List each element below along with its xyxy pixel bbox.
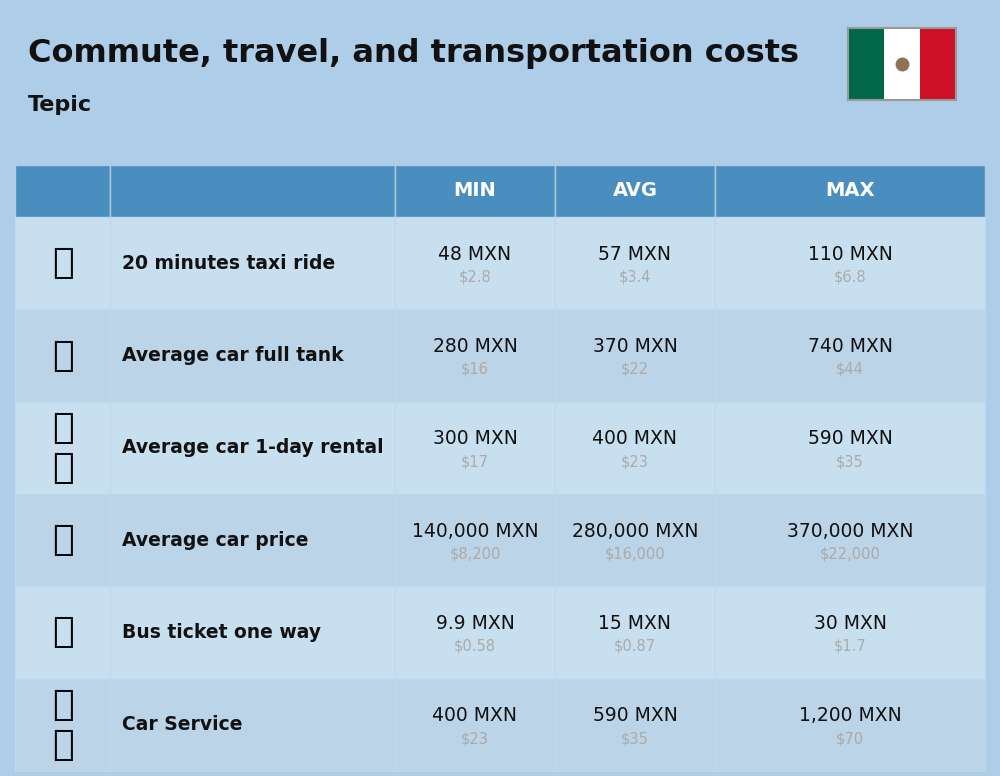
Text: Average car full tank: Average car full tank: [122, 346, 344, 365]
FancyBboxPatch shape: [555, 587, 715, 679]
FancyBboxPatch shape: [555, 494, 715, 587]
FancyBboxPatch shape: [15, 587, 110, 679]
FancyBboxPatch shape: [15, 402, 110, 494]
Text: 300 MXN: 300 MXN: [433, 429, 517, 449]
Text: $8,200: $8,200: [449, 546, 501, 562]
FancyBboxPatch shape: [395, 217, 555, 310]
Text: $70: $70: [836, 731, 864, 747]
FancyBboxPatch shape: [715, 587, 985, 679]
Text: 🚗: 🚗: [52, 523, 73, 557]
Text: $35: $35: [621, 731, 649, 747]
Text: 400 MXN: 400 MXN: [592, 429, 678, 449]
FancyBboxPatch shape: [555, 679, 715, 771]
Text: $1.7: $1.7: [834, 639, 866, 654]
FancyBboxPatch shape: [110, 310, 395, 402]
FancyBboxPatch shape: [555, 310, 715, 402]
Text: 15 MXN: 15 MXN: [598, 614, 672, 633]
Text: Average car 1-day rental: Average car 1-day rental: [122, 438, 384, 457]
Text: $35: $35: [836, 454, 864, 469]
FancyBboxPatch shape: [395, 402, 555, 494]
Text: 590 MXN: 590 MXN: [593, 706, 677, 726]
Text: 🔧
🚗: 🔧 🚗: [52, 688, 73, 761]
Text: $0.87: $0.87: [614, 639, 656, 654]
Text: 1,200 MXN: 1,200 MXN: [799, 706, 901, 726]
Text: 20 minutes taxi ride: 20 minutes taxi ride: [122, 254, 335, 272]
Text: 740 MXN: 740 MXN: [808, 337, 893, 356]
Text: $22: $22: [621, 362, 649, 377]
FancyBboxPatch shape: [715, 494, 985, 587]
Text: Bus ticket one way: Bus ticket one way: [122, 623, 321, 642]
Text: MIN: MIN: [454, 182, 496, 200]
Text: $6.8: $6.8: [834, 270, 866, 285]
Text: ⛽: ⛽: [52, 338, 73, 372]
Text: 🚌: 🚌: [52, 615, 73, 650]
FancyBboxPatch shape: [555, 402, 715, 494]
Text: 280 MXN: 280 MXN: [433, 337, 517, 356]
Text: AVG: AVG: [612, 182, 658, 200]
Text: $16: $16: [461, 362, 489, 377]
Text: $17: $17: [461, 454, 489, 469]
FancyBboxPatch shape: [110, 217, 395, 310]
FancyBboxPatch shape: [110, 402, 395, 494]
Text: Average car price: Average car price: [122, 531, 308, 549]
Text: MAX: MAX: [825, 182, 875, 200]
Text: 🚕: 🚕: [52, 246, 73, 280]
FancyBboxPatch shape: [884, 28, 920, 100]
FancyBboxPatch shape: [715, 165, 985, 217]
FancyBboxPatch shape: [715, 679, 985, 771]
Text: $23: $23: [621, 454, 649, 469]
Text: 370 MXN: 370 MXN: [593, 337, 677, 356]
Text: 140,000 MXN: 140,000 MXN: [412, 521, 538, 541]
Text: $0.58: $0.58: [454, 639, 496, 654]
FancyBboxPatch shape: [395, 165, 555, 217]
Text: 9.9 MXN: 9.9 MXN: [436, 614, 514, 633]
FancyBboxPatch shape: [920, 28, 956, 100]
FancyBboxPatch shape: [715, 310, 985, 402]
Text: 🔑
🚙: 🔑 🚙: [52, 411, 73, 484]
FancyBboxPatch shape: [15, 217, 110, 310]
Text: $23: $23: [461, 731, 489, 747]
Text: 590 MXN: 590 MXN: [808, 429, 892, 449]
Text: $44: $44: [836, 362, 864, 377]
FancyBboxPatch shape: [110, 587, 395, 679]
Text: $22,000: $22,000: [820, 546, 880, 562]
Text: $3.4: $3.4: [619, 270, 651, 285]
FancyBboxPatch shape: [15, 165, 110, 217]
FancyBboxPatch shape: [15, 494, 110, 587]
Text: Commute, travel, and transportation costs: Commute, travel, and transportation cost…: [28, 38, 799, 69]
FancyBboxPatch shape: [395, 587, 555, 679]
FancyBboxPatch shape: [395, 679, 555, 771]
Text: $16,000: $16,000: [605, 546, 665, 562]
FancyBboxPatch shape: [715, 402, 985, 494]
Text: $2.8: $2.8: [459, 270, 491, 285]
FancyBboxPatch shape: [395, 494, 555, 587]
Text: 48 MXN: 48 MXN: [438, 244, 512, 264]
FancyBboxPatch shape: [395, 310, 555, 402]
FancyBboxPatch shape: [110, 165, 395, 217]
Text: 30 MXN: 30 MXN: [814, 614, 887, 633]
Text: 370,000 MXN: 370,000 MXN: [787, 521, 913, 541]
FancyBboxPatch shape: [15, 310, 110, 402]
FancyBboxPatch shape: [555, 165, 715, 217]
Text: 110 MXN: 110 MXN: [808, 244, 892, 264]
Text: 280,000 MXN: 280,000 MXN: [572, 521, 698, 541]
FancyBboxPatch shape: [15, 679, 110, 771]
FancyBboxPatch shape: [848, 28, 884, 100]
FancyBboxPatch shape: [110, 494, 395, 587]
Text: Tepic: Tepic: [28, 95, 92, 115]
Text: Car Service: Car Service: [122, 715, 242, 734]
FancyBboxPatch shape: [715, 217, 985, 310]
FancyBboxPatch shape: [555, 217, 715, 310]
Text: 57 MXN: 57 MXN: [598, 244, 672, 264]
Text: 400 MXN: 400 MXN: [432, 706, 518, 726]
FancyBboxPatch shape: [110, 679, 395, 771]
